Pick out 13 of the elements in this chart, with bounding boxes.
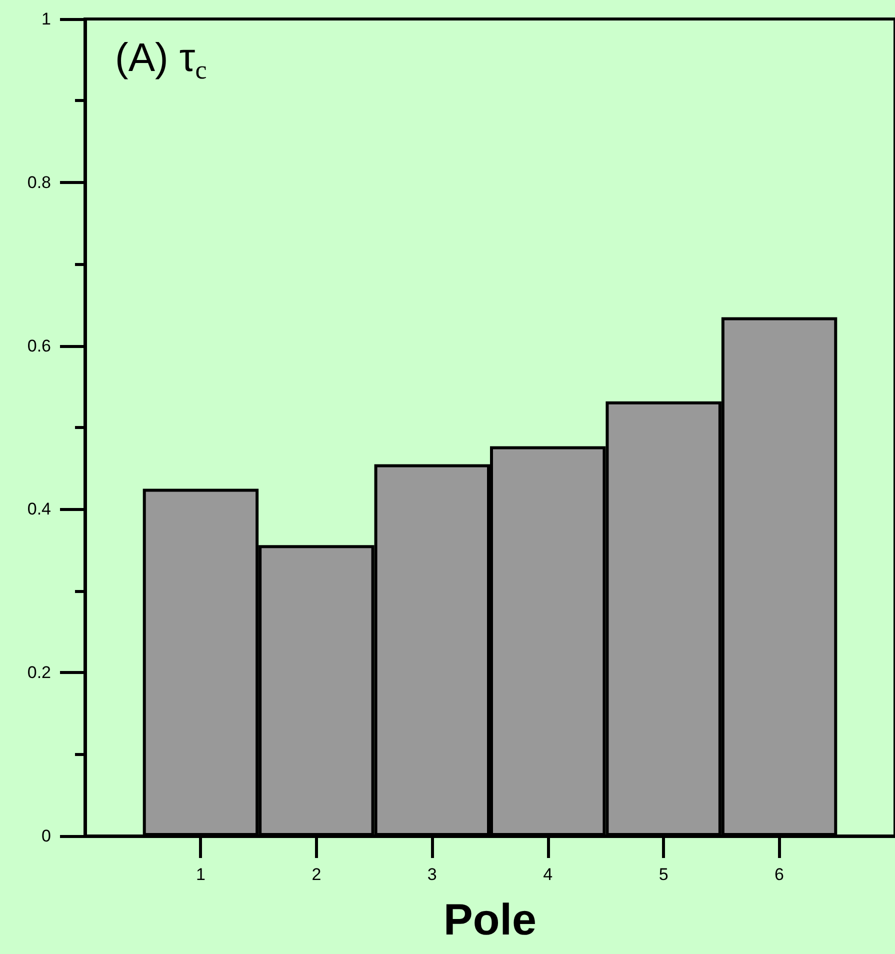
x-tick-label: 2 — [312, 865, 322, 884]
y-tick-label: 0.6 — [27, 336, 51, 356]
y-tick-label: 1 — [42, 10, 51, 28]
x-tick-label: 6 — [774, 865, 784, 884]
y-tick-label: 0.2 — [27, 663, 51, 682]
x-axis-title: Pole — [444, 896, 536, 944]
y-tick-label: 0 — [42, 826, 51, 846]
y-tick-label: 0.8 — [27, 172, 51, 192]
y-tick-label: 0.4 — [27, 500, 51, 519]
x-tick-label: 3 — [427, 865, 437, 884]
x-tick-label: 5 — [658, 865, 668, 884]
x-tick-label: 1 — [196, 865, 206, 884]
x-tick-label: 4 — [543, 865, 553, 884]
